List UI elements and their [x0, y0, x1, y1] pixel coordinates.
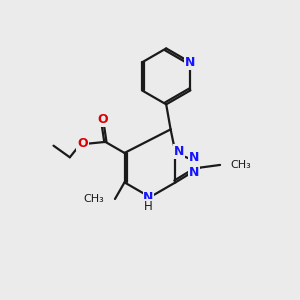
Text: H: H	[144, 200, 153, 213]
Text: N: N	[188, 166, 199, 178]
Text: N: N	[174, 145, 184, 158]
Text: O: O	[97, 113, 108, 126]
Text: O: O	[77, 137, 88, 150]
Text: N: N	[143, 190, 154, 204]
Text: CH₃: CH₃	[83, 194, 104, 204]
Text: CH₃: CH₃	[230, 160, 251, 170]
Text: N: N	[188, 151, 199, 164]
Text: N: N	[185, 56, 196, 69]
